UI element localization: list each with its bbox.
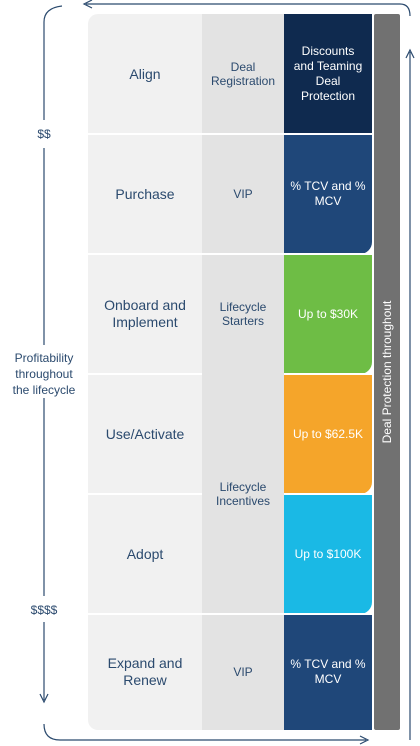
benefit-adopt: Up to $100K <box>284 494 372 614</box>
row-divider <box>284 373 372 375</box>
program-deal-registration: Deal Registration <box>210 59 276 88</box>
stage-purchase: Purchase <box>115 185 175 202</box>
row-divider <box>284 493 372 495</box>
stage-use: Use/Activate <box>105 425 185 442</box>
benefit-expand: % TCV and % MCV <box>284 614 372 730</box>
program-vip-renew: VIP <box>233 664 253 679</box>
benefit-purchase: % TCV and % MCV <box>284 134 372 254</box>
deal-protection-label: Deal Protection throughout <box>380 300 394 444</box>
program-lifecycle-incentives: Lifecycle Incentives <box>215 479 271 508</box>
benefit-align: Discounts and Teaming Deal Protection <box>284 14 372 134</box>
profit-high-label: $$$$ <box>30 603 58 617</box>
profit-low-label: $$ <box>37 127 51 141</box>
stage-adopt: Adopt <box>126 545 164 562</box>
row-divider <box>88 253 372 255</box>
left-arrow <box>39 5 63 704</box>
profitability-label: Profitability throughout the lifecycle <box>12 351 76 398</box>
benefit-use: Up to $62.5K <box>284 374 372 494</box>
right-arrow <box>405 48 415 740</box>
program-vip: VIP <box>233 186 253 201</box>
stage-align: Align <box>129 65 161 82</box>
deal-protection-bar: Deal Protection throughout <box>374 14 400 730</box>
program-lifecycle-starters: Lifecycle Starters <box>219 299 267 328</box>
top-arrow <box>82 0 411 17</box>
stage-onboard: Onboard and Implement <box>104 297 186 330</box>
row-divider <box>88 613 372 615</box>
stage-expand: Expand and Renew <box>107 655 183 688</box>
benefit-onboard: Up to $30K <box>284 254 372 374</box>
row-divider <box>88 373 202 375</box>
bottom-arrow <box>43 723 370 745</box>
row-divider <box>88 133 372 135</box>
row-divider <box>88 493 202 495</box>
